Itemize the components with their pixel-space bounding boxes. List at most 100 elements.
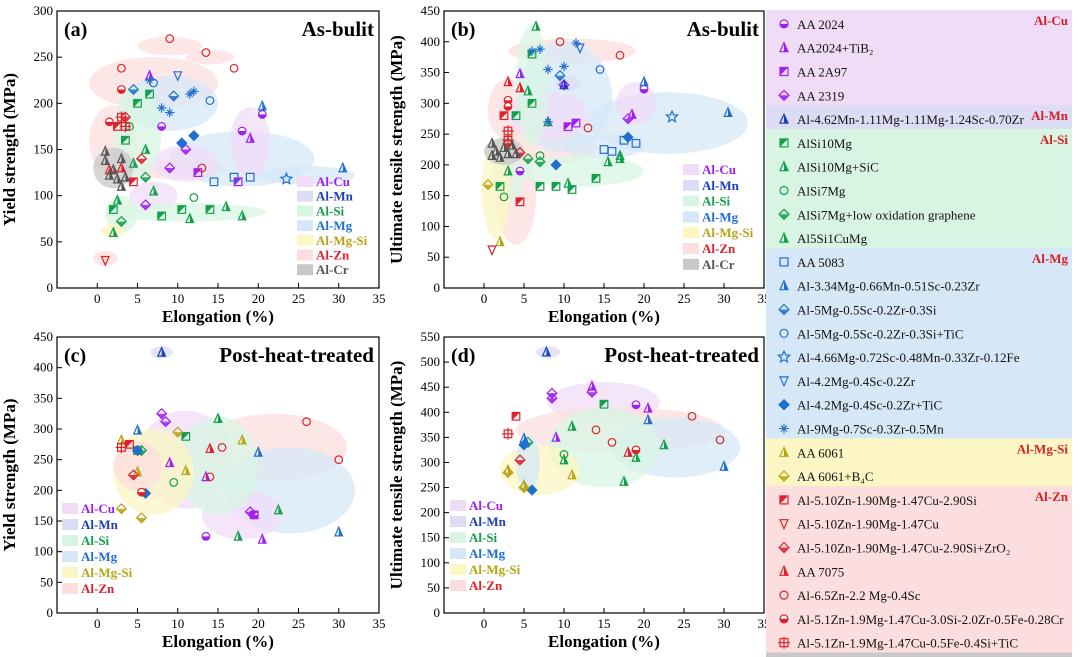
y-axis-label: Ultimate tensile strength (MPa)	[387, 361, 406, 590]
y-tick-label: 300	[34, 3, 54, 18]
panel-a: 0 5 10 15 20 25 30 35 0 50 100 150 200 250 300 Elongati…	[0, 3, 386, 326]
y-axis-label: Yield strength (MPa)	[0, 399, 19, 552]
point-57	[201, 48, 211, 57]
legend-label: Al-Cu	[702, 162, 736, 177]
legend-row-bg	[766, 462, 1072, 487]
legend-marker-fill	[779, 95, 789, 101]
point-24-fill	[503, 472, 513, 478]
legend-swatch	[297, 176, 313, 187]
point-14-fill	[278, 505, 283, 514]
region-al-mg	[564, 134, 644, 159]
y-tick-label: 250	[421, 126, 441, 141]
y-tick-label: 450	[34, 329, 54, 344]
point-0-fill	[632, 404, 640, 409]
legend-row-bg	[766, 367, 1072, 392]
legend-material-name: AA 7075	[797, 564, 844, 579]
point-12-fill	[218, 413, 222, 423]
point-27-fill	[568, 178, 572, 188]
point-13-fill	[536, 182, 544, 191]
y-tick-label: 150	[34, 513, 54, 528]
point-28-fill	[620, 150, 624, 160]
legend-label: Al-Cu	[81, 501, 115, 516]
legend-swatch	[62, 583, 78, 594]
point-57	[583, 123, 593, 133]
legend-marker	[779, 590, 789, 600]
point-4-fill	[250, 133, 254, 143]
point-41	[188, 130, 200, 142]
y-tick-label: 250	[34, 49, 54, 64]
data-points	[482, 20, 733, 257]
x-tick-label: 10	[171, 616, 184, 631]
y-tick-label: 0	[434, 605, 441, 620]
point-54-fill	[508, 76, 512, 86]
x-tick-label: 0	[94, 616, 101, 631]
point-15-fill	[636, 452, 640, 462]
point-44	[185, 89, 195, 99]
legend-marker	[779, 185, 789, 196]
legend-marker-cross	[778, 636, 790, 649]
y-tick-label: 250	[421, 480, 441, 495]
point-26-fill	[116, 508, 127, 514]
legend-row-bg	[766, 533, 1072, 558]
point-42	[144, 75, 155, 86]
legend-label: Al-Mg	[469, 546, 506, 561]
x-tick-label: 10	[558, 616, 571, 631]
legend-material-name: AA 2A97	[797, 65, 848, 80]
legend-marker	[779, 519, 789, 531]
point-11-fill	[182, 432, 190, 441]
point-19	[526, 484, 538, 496]
point-15-fill	[177, 205, 186, 214]
point-39	[173, 71, 183, 82]
point-2-fill	[258, 114, 267, 119]
legend-material-name: AA 5083	[797, 255, 844, 270]
legend-swatch	[62, 551, 78, 562]
point-38	[575, 43, 585, 55]
point-31-fill	[209, 443, 214, 453]
point-5	[546, 392, 558, 404]
legend-swatch	[683, 258, 699, 270]
panel-label: (c)	[64, 345, 86, 367]
panel-title: As-bulit	[687, 17, 759, 41]
point-6-fill	[234, 178, 242, 186]
legend-marker-fill	[784, 114, 788, 124]
legend-marker-fill	[779, 214, 789, 220]
legend-marker-fill	[784, 566, 788, 576]
legend-marker	[779, 376, 789, 388]
legend-material-name: Al-3.34Mg-0.66Mn-0.51Sc-0.23Zr	[797, 279, 980, 294]
point-24	[502, 466, 514, 479]
x-tick-label: 15	[598, 291, 611, 306]
x-tick-label: 5	[134, 616, 141, 631]
point-32	[205, 472, 215, 482]
legend-material-name: Al-4.2Mg-0.4Sc-0.2Zr	[797, 374, 916, 389]
point-49	[100, 255, 111, 267]
point-8-fill	[600, 400, 608, 409]
y-tick-label: 350	[34, 390, 54, 405]
point-43	[543, 64, 553, 75]
y-tick-label: 450	[421, 3, 441, 18]
point-26-fill	[133, 158, 138, 168]
point-70-fill	[516, 149, 520, 158]
point-30	[607, 437, 617, 447]
point-2-fill	[520, 68, 524, 78]
legend-material-name: Al-6.5Zn-2.2 Mg-0.4Sc	[797, 588, 921, 603]
y-tick-label: 400	[421, 34, 441, 49]
legend-material-name: AlSi7Mg	[797, 184, 846, 199]
legend-row-bg	[766, 33, 1072, 58]
legend-swatch	[62, 503, 78, 514]
point-62-cross	[119, 120, 132, 133]
y-tick-label: 300	[34, 421, 54, 436]
legend-row-bg	[766, 57, 1072, 82]
legend-material-name: Al-4.2Mg-0.4Sc-0.2Zr+TiC	[797, 398, 942, 413]
y-tick-label: 150	[421, 188, 441, 203]
point-39	[550, 159, 562, 171]
point-31	[687, 411, 697, 421]
legend-group-heading: Al-Cu	[1034, 13, 1068, 28]
legend-swatch	[683, 243, 699, 254]
legend-label: Al-Mg	[81, 549, 118, 564]
legend-label: Al-Si	[469, 530, 498, 545]
point-21-fill	[620, 153, 624, 163]
legend-material-name: AA 6061+B₄C	[797, 469, 874, 484]
point-33	[639, 75, 649, 87]
